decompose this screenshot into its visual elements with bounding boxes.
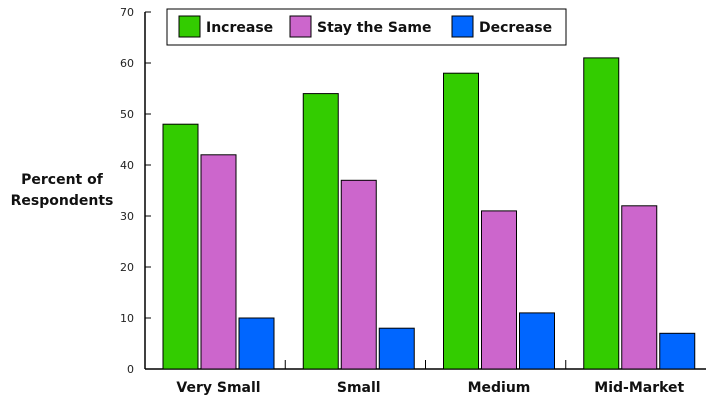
y-axis-label-line-2: Respondents [11,193,114,209]
bar-increase-mid-market [583,57,620,370]
y-tick-label: 10 [120,312,134,325]
bar-decrease-very-small [238,317,275,370]
legend-label: Decrease [479,20,552,36]
bar-decrease-small [378,327,415,370]
x-category-label: Mid-Market [594,380,684,396]
legend-box [166,8,567,46]
y-tick-label: 60 [120,57,134,70]
y-tick-label: 40 [120,159,134,172]
bar-increase-very-small [162,123,199,370]
y-tick-label: 50 [120,108,134,121]
bar-increase-medium [443,72,479,370]
bar-increase-small [302,93,339,370]
y-axis-label-line-1: Percent of [21,172,104,188]
bar-decrease-medium [519,312,555,370]
legend-swatch-increase [178,15,201,38]
bar-stay-the-same-small [340,179,377,370]
x-category-label: Small [337,380,381,396]
legend-swatch-decrease [451,15,474,38]
y-tick-label: 20 [120,261,134,274]
legend-label: Increase [206,20,273,36]
labels: 0 10 20 30 40 50 60 70 Very Small Small Medium Mid-… [120,6,685,396]
y-tick-label: 30 [120,210,134,223]
y-tick-label: 0 [127,363,134,376]
x-category-label: Very Small [176,380,260,396]
legend-label: Stay the Same [317,20,431,36]
legend-swatch-stay-the-same [289,15,312,38]
bar-stay-the-same-very-small [200,154,237,370]
bars [162,57,696,370]
bar-stay-the-same-mid-market [621,205,658,370]
x-category-label: Medium [468,380,531,396]
legend: Increase Stay the Same Decrease [166,8,567,46]
bar-stay-the-same-medium [481,210,517,370]
y-tick-label: 70 [120,6,134,19]
bar-decrease-mid-market [659,332,696,370]
